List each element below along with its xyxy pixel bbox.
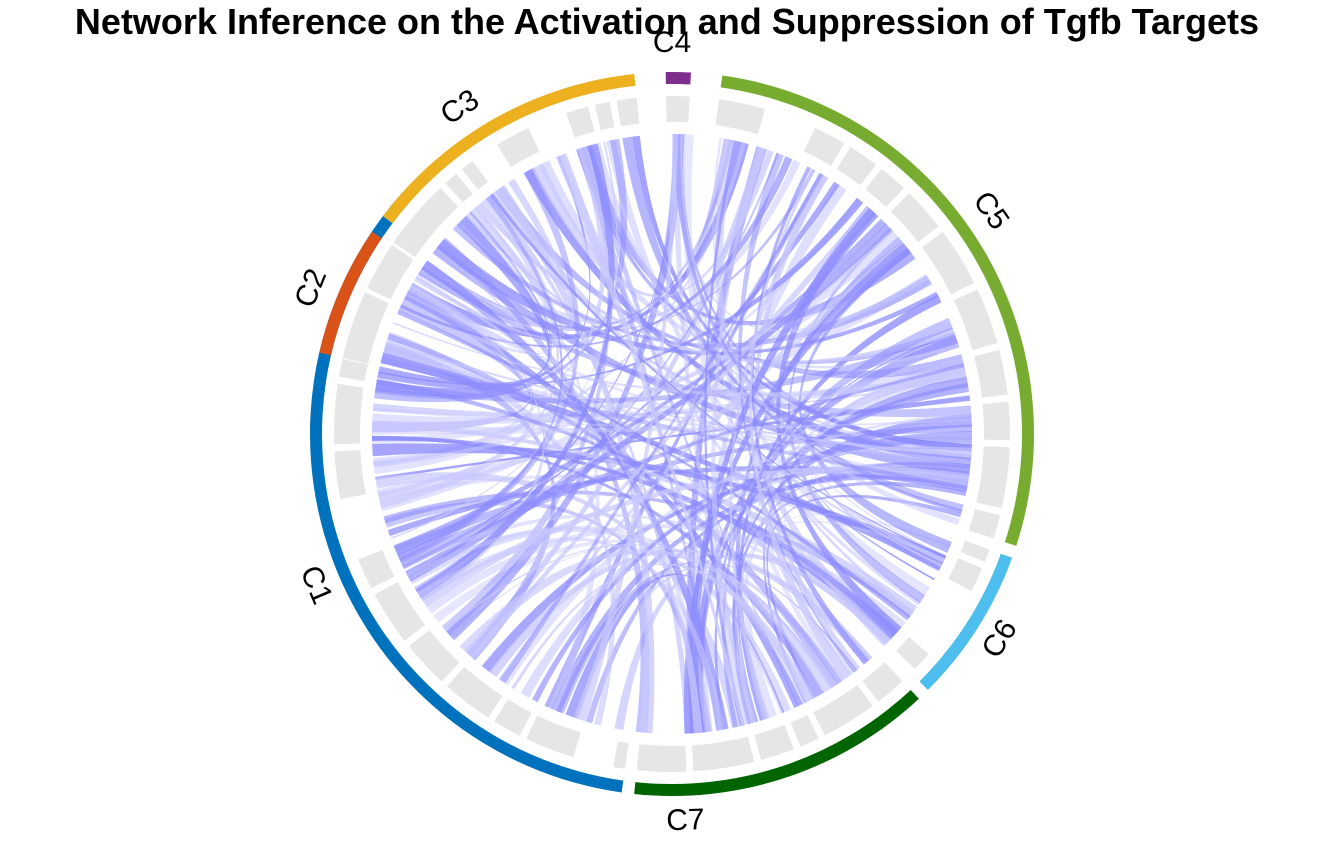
target-segment [968,508,1001,539]
target-segment [418,188,459,228]
target-segment [896,637,929,670]
sector-ring [309,72,1034,797]
target-segment [616,97,640,127]
target-segment [387,244,414,266]
sector-c7-arc [634,689,919,797]
sector-c4-arc [665,72,691,85]
sector-label-c7: C7 [666,803,705,837]
target-segment [358,549,395,589]
sector-label-c5: C5 [967,185,1016,235]
chord-link [372,443,947,565]
target-segment [402,215,435,247]
target-segment [813,684,873,736]
chord-link [396,169,580,564]
sector-label-c2: C2 [288,264,333,312]
target-segment [338,358,368,382]
target-segment [790,715,819,747]
target-segment [953,289,998,351]
target-segment [666,95,690,123]
target-segment [974,349,1008,398]
target-segment [497,128,540,167]
chord-link [405,223,892,582]
sector-label-c3: C3 [435,83,485,132]
sector-c3-arc [382,73,636,224]
target-segment [948,558,983,591]
target-segment [715,99,766,135]
chord-link [500,173,824,684]
target-segment [334,383,364,445]
chord-link [469,206,874,659]
sector-c5-targets [715,99,1010,539]
target-segment [374,582,426,641]
sector-c7-targets [636,662,903,772]
target-segment [890,193,939,243]
target-segment [636,744,687,772]
chord-link [622,136,963,514]
chord-link [587,138,733,289]
chord-link [425,206,563,337]
sector-c3-targets [402,97,640,247]
sector-label-c4: C4 [653,26,691,59]
target-tracks [334,95,1010,772]
chord-link [450,540,872,662]
chord-link [378,197,864,386]
target-segment [445,173,473,203]
target-segment [803,127,845,166]
chord-link [714,138,892,647]
chord-link [380,352,944,571]
chord-link [459,549,834,694]
target-segment [691,736,755,772]
target-segment [960,540,990,562]
target-segment [461,161,488,190]
chord-link [573,579,703,734]
target-segment [613,741,629,769]
target-segment [862,662,903,702]
sector-c4-targets [666,95,690,123]
sector-c6-targets [896,540,990,670]
chord-link [377,216,551,390]
chord-link [380,352,968,491]
target-segment [353,292,389,329]
chord-link [372,376,967,418]
chord-link [372,418,972,435]
sector-c2-arc [319,231,382,356]
target-segment [836,146,877,186]
target-segment [334,450,366,500]
target-segment [342,326,377,364]
target-segment [594,101,615,131]
sector-c1-arc [309,191,624,793]
chord-link [426,523,906,632]
target-segment [982,401,1010,441]
chord-link [374,211,553,400]
target-segment [526,715,581,758]
diagram-title: Network Inference on the Activation and … [75,1,1259,42]
target-segment [494,699,532,736]
target-segment [922,231,975,295]
chord-link [776,205,902,635]
chord-link [414,178,575,339]
target-segment [566,106,595,138]
sector-label-c6: C6 [976,614,1024,664]
target-segment [447,666,503,718]
sector-c2-targets [342,244,414,364]
chord-link [407,527,791,714]
chord-links [371,134,973,734]
target-segment [409,629,460,682]
sector-label-c1: C1 [294,561,339,609]
target-segment [368,275,397,298]
target-segment [976,446,1010,509]
target-segment [754,725,794,761]
target-segment [865,168,904,208]
sector-c6-arc [919,553,1013,690]
